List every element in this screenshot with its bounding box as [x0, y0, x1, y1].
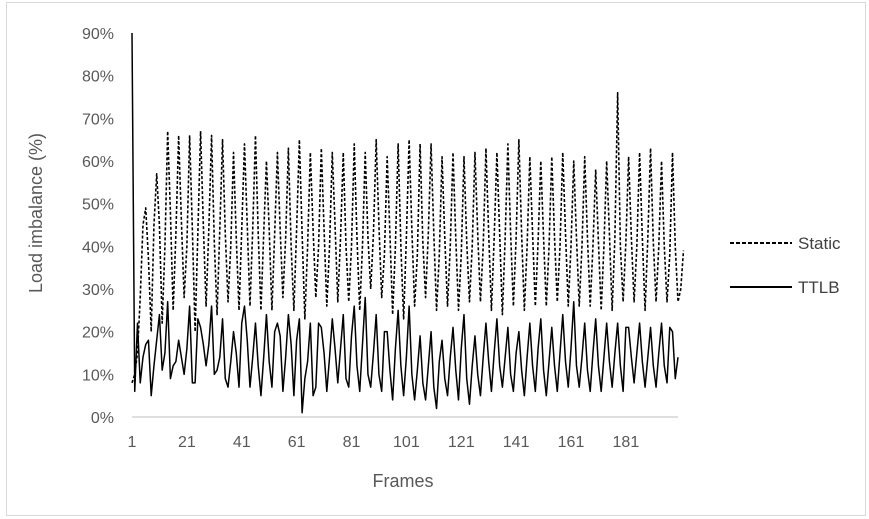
x-tick-label: 81	[343, 434, 361, 451]
x-tick-label: 21	[178, 434, 196, 451]
x-tick-label: 121	[448, 434, 475, 451]
y-tick-label: 0%	[91, 410, 114, 427]
line-chart: 0%10%20%30%40%50%60%70%80%90% 1 21 41 61 81 1…	[26, 26, 841, 491]
y-tick-label: 10%	[82, 367, 114, 384]
y-tick-label: 30%	[82, 282, 114, 299]
legend-label-static: Static	[798, 234, 841, 253]
y-tick-label: 70%	[82, 111, 114, 128]
y-tick-label: 50%	[82, 197, 114, 214]
y-axis-ticks: 0% 10% 20% 30% 40% 50% 60% 70% 80% 90%	[82, 26, 114, 427]
series-line-ttlb	[131, 32, 679, 414]
x-tick-label: 61	[288, 434, 306, 451]
chart-frame: 0% 10% 20% 30% 40% 50% 60% 70% 80% 90% 1 21 41 61 81 1…	[6, 2, 866, 516]
x-tick-label: 41	[233, 434, 251, 451]
x-axis-ticks: 1 21 41 61 81 101 121 141 161 181	[128, 434, 640, 451]
y-tick-label: 60%	[82, 154, 114, 171]
x-tick-label: 101	[393, 434, 420, 451]
x-axis-title: Frames	[372, 471, 433, 491]
x-tick-label: 1	[128, 434, 137, 451]
y-tick-label: 80%	[82, 69, 114, 86]
series-layer	[131, 32, 685, 414]
y-tick-label: 90%	[82, 26, 114, 43]
series-line-static	[131, 91, 685, 384]
legend-label-ttlb: TTLB	[798, 278, 840, 297]
x-tick-label: 181	[613, 434, 640, 451]
y-axis-title: Load imbalance (%)	[26, 133, 46, 293]
legend: Static TTLB	[730, 234, 841, 297]
x-tick-label: 141	[503, 434, 530, 451]
y-tick-label: 20%	[82, 325, 114, 342]
y-tick-label: 40%	[82, 239, 114, 256]
x-tick-label: 161	[558, 434, 585, 451]
